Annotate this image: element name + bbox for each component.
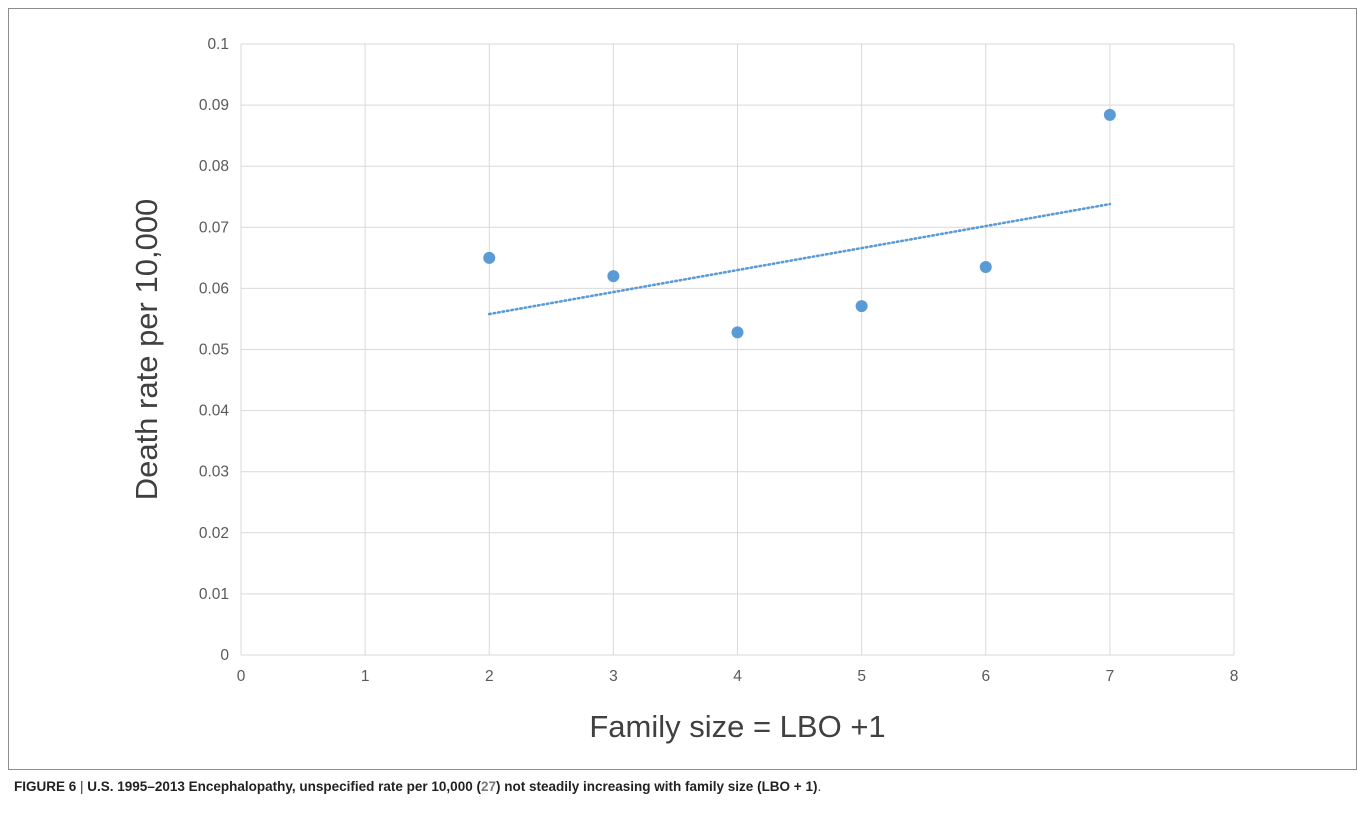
y-tick-label: 0.09: [199, 97, 229, 114]
y-tick-label: 0.06: [199, 280, 229, 297]
trendline-group: [487, 202, 1112, 316]
caption-separator: |: [76, 779, 88, 794]
y-tick-label: 0.07: [199, 219, 229, 236]
x-tick-label: 6: [981, 668, 990, 685]
x-tick-label: 7: [1106, 668, 1115, 685]
y-tick-label: 0.04: [199, 403, 230, 420]
caption-label: FIGURE 6: [14, 779, 77, 794]
y-axis-title: Death rate per 10,000: [129, 199, 164, 501]
y-tick-label: 0.03: [199, 464, 229, 481]
caption-reference-link[interactable]: 27: [480, 779, 496, 794]
trendline: [487, 202, 1112, 316]
y-tick-label: 0.01: [199, 586, 229, 603]
data-point-3: [855, 300, 868, 313]
data-points: [483, 108, 1116, 339]
y-tick-label: 0.02: [199, 525, 229, 542]
y-tick-label: 0.08: [199, 158, 229, 175]
x-tick-label: 1: [361, 668, 370, 685]
data-point-4: [979, 261, 992, 274]
x-tick-label: 0: [237, 668, 246, 685]
x-tick-labels: 0 1 2 3 4 5 6 7 8: [237, 668, 1239, 685]
figure-caption: FIGURE 6 | U.S. 1995–2013 Encephalopathy…: [14, 779, 1344, 794]
data-point-0: [483, 251, 496, 264]
x-axis-title: Family size = LBO +1: [589, 709, 885, 744]
x-tick-label: 8: [1230, 668, 1239, 685]
y-tick-labels: 0 0.01 0.02 0.03 0.04 0.05 0.06 0.07 0.08 0.09 0.1: [199, 36, 230, 664]
x-tick-label: 2: [485, 668, 494, 685]
data-point-5: [1103, 108, 1116, 121]
x-tick-label: 5: [857, 668, 866, 685]
y-tick-label: 0.05: [199, 342, 229, 359]
caption-text-1: U.S. 1995–2013 Encephalopathy, unspecifi…: [87, 779, 481, 794]
chart-frame: 0 0.01 0.02 0.03 0.04 0.05 0.06 0.07 0.08 0.09 0.1…: [8, 8, 1357, 770]
data-point-2: [731, 326, 744, 339]
grid-lines: [240, 43, 1235, 656]
data-point-1: [607, 270, 620, 283]
caption-end: .: [817, 779, 822, 794]
x-tick-label: 3: [609, 668, 618, 685]
y-tick-label: 0.1: [207, 36, 229, 53]
y-tick-label: 0: [220, 647, 229, 664]
caption-text-2: ) not steadily increasing with family si…: [496, 779, 818, 794]
x-tick-label: 4: [733, 668, 742, 685]
scatter-chart: 0 0.01 0.02 0.03 0.04 0.05 0.06 0.07 0.08 0.09 0.1…: [129, 36, 1239, 744]
